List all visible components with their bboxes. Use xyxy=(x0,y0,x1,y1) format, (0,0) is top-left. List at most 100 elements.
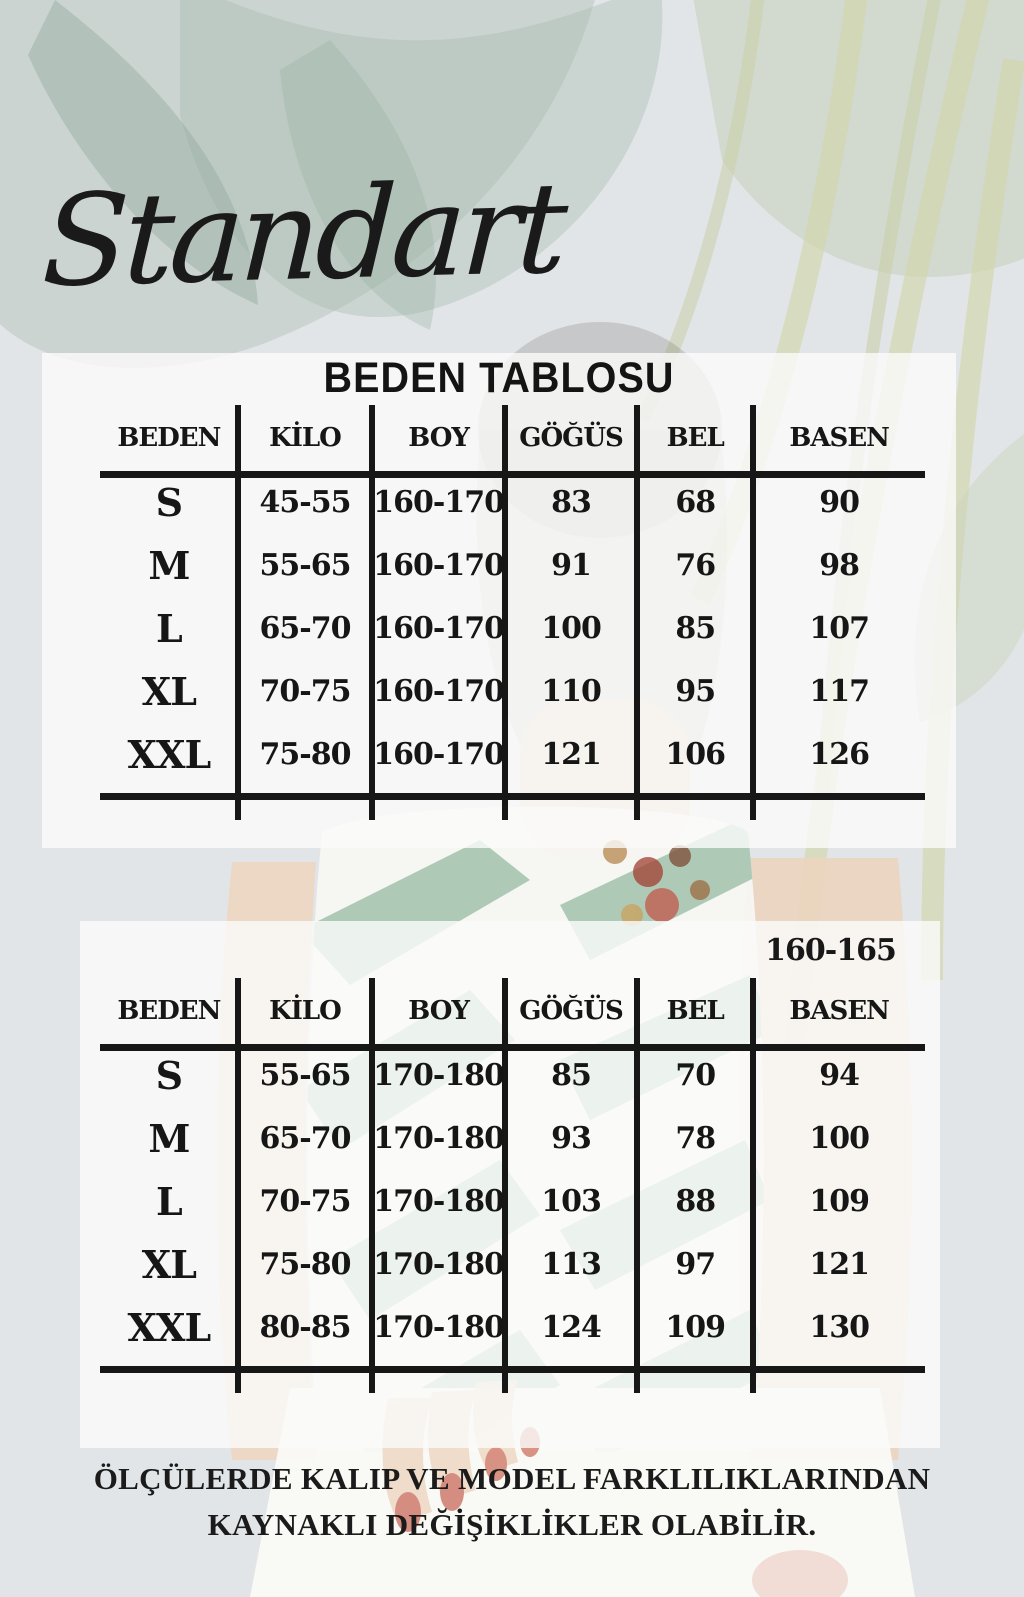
measure-value: 78 xyxy=(675,1121,716,1156)
measure-value: 68 xyxy=(675,485,716,520)
table-divider xyxy=(369,978,376,1393)
measure-value: 103 xyxy=(541,1184,602,1219)
measure-value: 55-65 xyxy=(259,548,352,583)
measure-value: 121 xyxy=(541,737,602,772)
measure-value: 93 xyxy=(551,1121,592,1156)
measure-value: 70-75 xyxy=(259,674,352,709)
disclaimer: ÖLÇÜLERDE KALIP VE MODEL FARKLILIKLARIND… xyxy=(0,1456,1024,1548)
measure-value: 121 xyxy=(809,1247,870,1282)
measure-value: 160-170 xyxy=(373,674,505,709)
measure-value: 95 xyxy=(675,674,716,709)
table-divider xyxy=(750,978,757,1393)
table-divider xyxy=(234,405,241,820)
size-label: M xyxy=(148,1116,190,1161)
size-label: L xyxy=(156,1179,183,1224)
column-header: GÖĞÜS xyxy=(519,996,624,1026)
size-table-standard: BEDEN KİLO BOY GÖĞÜS BEL BASEN S 45-55 160-170 83… xyxy=(100,405,925,820)
basen-height-note: 160-165 xyxy=(765,933,897,968)
table-divider xyxy=(234,978,241,1393)
measure-value: 109 xyxy=(809,1184,870,1219)
measure-value: 113 xyxy=(541,1247,602,1282)
measure-value: 90 xyxy=(819,485,860,520)
size-label: XXL xyxy=(127,732,212,777)
measure-value: 100 xyxy=(541,611,602,646)
measure-value: 45-55 xyxy=(259,485,352,520)
column-header: KİLO xyxy=(269,996,342,1026)
measure-value: 70 xyxy=(675,1058,716,1093)
size-label: S xyxy=(155,480,183,525)
measure-value: 160-170 xyxy=(373,737,505,772)
column-header: BEL xyxy=(666,996,725,1026)
table-cells: BEDEN KİLO BOY GÖĞÜS BEL BASEN S 55-65 170-180 85… xyxy=(100,978,925,1393)
table-row: M 55-65 160-170 91 76 98 xyxy=(100,534,925,597)
measure-value: 160-170 xyxy=(373,611,505,646)
measure-value: 85 xyxy=(551,1058,592,1093)
measure-value: 160-170 xyxy=(373,548,505,583)
measure-value: 107 xyxy=(809,611,870,646)
measure-value: 85 xyxy=(675,611,716,646)
measure-value: 170-180 xyxy=(373,1121,505,1156)
measure-value: 170-180 xyxy=(373,1184,505,1219)
table-row: XXL 80-85 170-180 124 109 130 xyxy=(100,1296,925,1359)
measure-value: 130 xyxy=(809,1310,870,1345)
disclaimer-line-2: KAYNAKLI DEĞİŞİKLİKLER OLABİLİR. xyxy=(207,1507,817,1542)
size-label: M xyxy=(148,543,190,588)
measure-value: 83 xyxy=(551,485,592,520)
table-header-row: BEDEN KİLO BOY GÖĞÜS BEL BASEN xyxy=(100,405,925,471)
measure-value: 170-180 xyxy=(373,1058,505,1093)
column-header: BASEN xyxy=(789,996,890,1026)
measure-value: 98 xyxy=(819,548,860,583)
disclaimer-line-1: ÖLÇÜLERDE KALIP VE MODEL FARKLILIKLARIND… xyxy=(93,1461,931,1496)
table-rule xyxy=(100,1044,925,1051)
column-header: BEL xyxy=(666,423,725,453)
table-row: L 65-70 160-170 100 85 107 xyxy=(100,597,925,660)
table-row: XL 70-75 160-170 110 95 117 xyxy=(100,660,925,723)
measure-value: 80-85 xyxy=(259,1310,352,1345)
table-divider xyxy=(634,978,641,1393)
table-row: XXL 75-80 160-170 121 106 126 xyxy=(100,723,925,786)
measure-value: 124 xyxy=(541,1310,602,1345)
measure-value: 75-80 xyxy=(259,1247,352,1282)
measure-value: 160-170 xyxy=(373,485,505,520)
table-header-row: BEDEN KİLO BOY GÖĞÜS BEL BASEN xyxy=(100,978,925,1044)
measure-value: 126 xyxy=(809,737,870,772)
measure-value: 91 xyxy=(551,548,592,583)
size-label: XXL xyxy=(127,1305,212,1350)
measure-value: 55-65 xyxy=(259,1058,352,1093)
table-row: M 65-70 170-180 93 78 100 xyxy=(100,1107,925,1170)
measure-value: 110 xyxy=(541,674,602,709)
measure-value: 170-180 xyxy=(373,1310,505,1345)
size-table-panel-tall: 160-165 BEDEN KİLO BOY GÖĞÜS BEL BASEN S 55-65 1… xyxy=(80,921,940,1448)
column-header: KİLO xyxy=(269,423,342,453)
measure-value: 97 xyxy=(675,1247,716,1282)
column-header: BEDEN xyxy=(117,996,221,1026)
measure-value: 94 xyxy=(819,1058,860,1093)
table-divider xyxy=(369,405,376,820)
measure-value: 75-80 xyxy=(259,737,352,772)
measure-value: 88 xyxy=(675,1184,716,1219)
measure-value: 65-70 xyxy=(259,1121,352,1156)
measure-value: 106 xyxy=(665,737,726,772)
table-rule xyxy=(100,793,925,800)
table-divider xyxy=(634,405,641,820)
column-header: GÖĞÜS xyxy=(519,423,624,453)
size-label: XL xyxy=(141,669,197,714)
table-row: L 70-75 170-180 103 88 109 xyxy=(100,1170,925,1233)
table-rule xyxy=(100,471,925,478)
table-cells: BEDEN KİLO BOY GÖĞÜS BEL BASEN S 45-55 160-170 83… xyxy=(100,405,925,820)
table-row: S 45-55 160-170 83 68 90 xyxy=(100,471,925,534)
measure-value: 65-70 xyxy=(259,611,352,646)
table-divider xyxy=(502,978,509,1393)
table-rule xyxy=(100,1366,925,1373)
table-divider xyxy=(502,405,509,820)
measure-value: 170-180 xyxy=(373,1247,505,1282)
size-label: L xyxy=(156,606,183,651)
table-row: XL 75-80 170-180 113 97 121 xyxy=(100,1233,925,1296)
column-header: BOY xyxy=(408,423,470,453)
column-header: BASEN xyxy=(789,423,890,453)
table-row: S 55-65 170-180 85 70 94 xyxy=(100,1044,925,1107)
size-table-panel-standard: BEDEN TABLOSU BEDEN KİLO BOY GÖĞÜS BEL BASEN S… xyxy=(42,353,956,848)
measure-value: 70-75 xyxy=(259,1184,352,1219)
table-title: BEDEN TABLOSU xyxy=(323,355,675,403)
